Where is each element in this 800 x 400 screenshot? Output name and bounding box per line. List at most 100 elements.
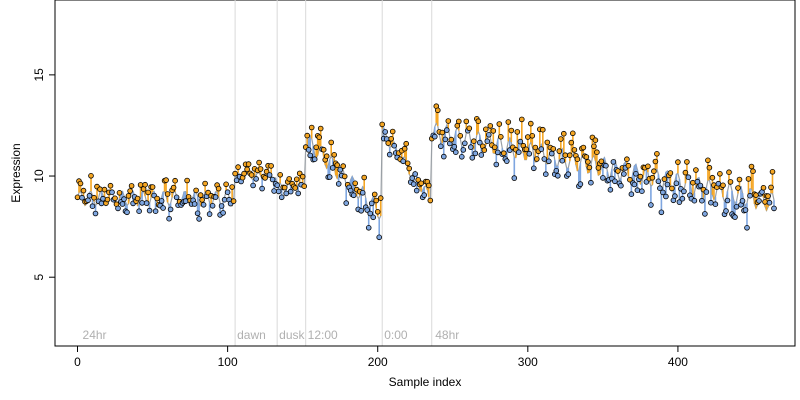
data-point — [562, 152, 569, 159]
data-point — [263, 168, 270, 175]
data-point — [475, 118, 482, 124]
data-point — [466, 125, 473, 132]
data-point — [452, 149, 459, 156]
data-point — [221, 196, 228, 203]
data-point — [505, 119, 512, 125]
data-point — [762, 199, 768, 205]
data-point — [295, 190, 302, 197]
data-point — [631, 181, 638, 188]
data-point — [594, 149, 600, 156]
data-point — [523, 146, 530, 153]
data-point — [538, 146, 545, 152]
data-point — [765, 193, 771, 199]
data-point — [682, 169, 689, 176]
x-tick-label: 0 — [74, 355, 81, 369]
data-point — [167, 206, 174, 213]
data-point — [404, 160, 411, 167]
data-point — [418, 180, 425, 187]
data-point — [684, 159, 690, 165]
data-point — [717, 171, 723, 177]
data-point — [487, 123, 494, 129]
data-point — [691, 197, 698, 204]
data-point — [388, 136, 395, 142]
data-point — [170, 184, 177, 191]
data-point — [125, 193, 132, 199]
data-point — [497, 134, 504, 140]
data-point — [742, 207, 749, 213]
data-point — [747, 192, 753, 199]
data-point — [160, 205, 166, 211]
data-point — [727, 179, 734, 185]
data-point — [702, 211, 708, 217]
data-points — [74, 103, 777, 241]
data-point — [571, 147, 578, 153]
data-point — [88, 173, 94, 179]
data-point — [373, 197, 380, 204]
data-point — [308, 124, 315, 131]
data-point — [634, 187, 641, 194]
x-axis: 0 100 200 300 400 — [74, 345, 688, 369]
annotation-label: 0:00 — [384, 328, 408, 342]
data-point — [645, 163, 651, 170]
data-point — [364, 207, 371, 213]
data-point — [544, 139, 551, 146]
data-point — [690, 179, 696, 186]
data-point — [615, 168, 621, 174]
data-point — [533, 156, 540, 162]
data-point — [603, 162, 609, 169]
data-point — [311, 156, 318, 163]
data-point — [769, 169, 776, 175]
data-point — [371, 191, 378, 198]
data-point — [209, 203, 216, 209]
data-point — [313, 144, 320, 151]
data-point — [437, 143, 444, 150]
data-point — [577, 181, 584, 187]
data-point — [529, 133, 536, 139]
data-point — [293, 176, 300, 183]
data-point — [128, 183, 135, 189]
data-point — [654, 151, 660, 157]
data-point — [326, 174, 333, 180]
data-point — [706, 164, 713, 171]
data-point — [565, 171, 572, 178]
data-point — [681, 188, 687, 195]
data-point — [548, 150, 555, 157]
data-point — [425, 182, 432, 189]
annotation-label: 12:00 — [308, 328, 338, 342]
data-point — [553, 168, 560, 174]
data-point — [442, 136, 449, 143]
data-point — [182, 198, 189, 204]
data-point — [316, 134, 323, 141]
data-point — [341, 173, 348, 180]
data-point — [329, 165, 336, 171]
data-point — [554, 173, 561, 179]
data-point — [539, 126, 546, 133]
data-point — [173, 194, 180, 201]
data-point — [172, 177, 178, 184]
data-point — [748, 163, 755, 170]
data-point — [386, 151, 393, 158]
data-point — [637, 173, 644, 180]
data-point — [560, 130, 567, 137]
data-point — [85, 197, 91, 204]
data-point — [79, 194, 85, 201]
data-point — [500, 150, 507, 157]
data-point — [331, 152, 338, 158]
data-point — [158, 198, 165, 204]
data-point — [566, 152, 573, 159]
data-point — [77, 180, 84, 187]
data-point — [320, 146, 327, 153]
data-point — [485, 132, 492, 138]
data-point — [350, 192, 357, 199]
data-point — [116, 190, 123, 196]
data-point — [583, 154, 590, 160]
data-point — [753, 192, 759, 198]
data-point — [652, 158, 659, 165]
data-point — [410, 181, 417, 187]
data-point — [269, 176, 276, 183]
data-point — [299, 173, 306, 180]
data-point — [685, 174, 692, 181]
data-point — [508, 127, 515, 134]
data-point — [266, 172, 273, 178]
data-point — [337, 167, 344, 173]
